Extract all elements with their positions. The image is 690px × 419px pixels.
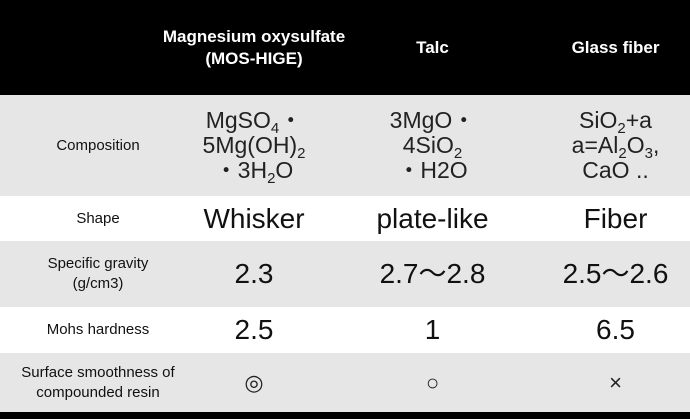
shape-glass: Fiber xyxy=(583,202,648,234)
mohs-talc: 1 xyxy=(424,314,441,345)
surface-label-line1: Surface smoothness of xyxy=(21,363,175,381)
gravity-mos: 2.3 xyxy=(234,258,274,289)
row-mohs: Mohs hardness 2.5 1 6.5 xyxy=(0,307,690,353)
row-surface: Surface smoothness of compounded resin ◎… xyxy=(0,353,690,412)
surface-mos: ◎ xyxy=(244,369,264,395)
composition-talc: 3MgO・ 4SiO2 ・H2O xyxy=(324,95,541,196)
composition-mos-line1: MgSO4・ xyxy=(205,107,303,137)
composition-glass-line2: a=Al2O3, xyxy=(571,132,660,162)
header-mos: Magnesium oxysulfate (MOS-HIGE) xyxy=(163,0,345,95)
composition-label: Composition xyxy=(56,136,140,154)
composition-glass-line1: SiO2+a xyxy=(579,107,652,137)
surface-glass: × xyxy=(609,369,622,395)
header-mos-line2: (MOS-HIGE) xyxy=(205,48,303,68)
surface-label-line2: compounded resin xyxy=(36,383,160,401)
composition-talc-line2: 4SiO2 xyxy=(402,132,463,162)
gravity-glass: 2.5～2.6 xyxy=(562,258,669,289)
header-talc: Talc xyxy=(324,0,541,95)
composition-glass-line3: CaO .. xyxy=(582,157,649,183)
gravity-talc: 2.7～2.8 xyxy=(379,258,486,289)
surface-talc: ○ xyxy=(425,369,440,395)
header-row: Magnesium oxysulfate (MOS-HIGE) Talc Gla… xyxy=(0,0,690,95)
header-talc-text: Talc xyxy=(416,37,449,57)
shape-label: Shape xyxy=(76,209,120,227)
gravity-label: Specific gravity (g/cm3) xyxy=(0,241,196,307)
composition-glass: SiO2+a a=Al2O3, CaO .. xyxy=(541,95,690,196)
gravity-label-line1: Specific gravity xyxy=(47,255,149,272)
row-composition: Composition MgSO4・ 5Mg(OH)2 ・3H2O 3MgO・ … xyxy=(0,95,690,196)
composition-talc-line1: 3MgO・ xyxy=(389,107,476,133)
shape-talc: plate-like xyxy=(376,202,489,234)
composition-mos-line3: ・3H2O xyxy=(214,157,294,187)
mohs-mos: 2.5 xyxy=(234,314,274,345)
bottom-border xyxy=(0,412,690,419)
composition-mos-line2: 5Mg(OH)2 xyxy=(202,132,306,162)
shape-mos: Whisker xyxy=(203,202,305,234)
header-glass-text: Glass fiber xyxy=(571,37,660,57)
row-gravity: Specific gravity (g/cm3) 2.3 2.7～2.8 2.5… xyxy=(0,241,690,307)
header-glass: Glass fiber xyxy=(541,0,690,95)
composition-talc-line3: ・H2O xyxy=(397,157,468,183)
composition-mos: MgSO4・ 5Mg(OH)2 ・3H2O xyxy=(196,95,324,196)
surface-label: Surface smoothness of compounded resin xyxy=(0,353,196,412)
header-mos-line1: Magnesium oxysulfate xyxy=(162,26,346,46)
row-shape: Shape Whisker plate-like Fiber xyxy=(0,196,690,241)
mohs-label: Mohs hardness xyxy=(46,321,150,338)
gravity-label-line2: (g/cm3) xyxy=(72,275,124,292)
mohs-glass: 6.5 xyxy=(596,314,635,345)
